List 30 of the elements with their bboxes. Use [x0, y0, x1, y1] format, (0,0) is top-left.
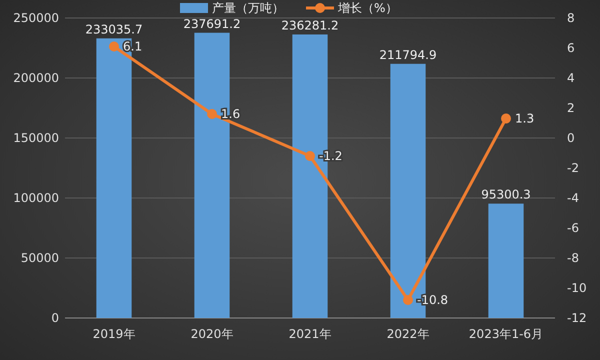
y2-tick-label: 2 [567, 101, 575, 115]
x-tick-label: 2019年 [92, 327, 136, 341]
y2-tick-label: 6 [567, 41, 575, 55]
legend-label: 产量（万吨） [212, 1, 284, 15]
data-label: 237691.2 [183, 16, 241, 31]
y2-tick-label: -6 [567, 221, 579, 235]
x-tick-label: 2022年 [386, 327, 430, 341]
x-tick-label: 2020年 [190, 327, 234, 341]
data-label: 1.3 [515, 112, 534, 126]
data-label: 233035.7 [85, 22, 143, 36]
y2-tick-label: -2 [567, 161, 579, 175]
y2-tick-label: 4 [567, 71, 575, 85]
y-tick-label: 250000 [13, 11, 59, 25]
y-tick-label: 0 [51, 311, 59, 325]
x-tick-label: 2023年1-6月 [468, 327, 544, 341]
y2-tick-label: -12 [567, 311, 587, 325]
data-label: 95300.3 [481, 188, 531, 202]
data-label: 236281.2 [281, 18, 339, 32]
y2-tick-label: -8 [567, 251, 579, 265]
y2-tick-label: -4 [567, 191, 579, 205]
y-tick-label: 100000 [13, 191, 59, 205]
y-tick-label: 50000 [20, 251, 59, 265]
y2-tick-label: 0 [567, 131, 575, 145]
legend-label: 增长（%） [337, 1, 398, 15]
x-tick-label: 2021年 [288, 327, 332, 341]
y-tick-label: 150000 [13, 131, 59, 145]
y2-tick-label: -10 [567, 281, 587, 295]
y-tick-label: 200000 [13, 71, 59, 85]
data-label: 211794.9 [379, 48, 437, 62]
y2-tick-label: 8 [567, 11, 575, 25]
